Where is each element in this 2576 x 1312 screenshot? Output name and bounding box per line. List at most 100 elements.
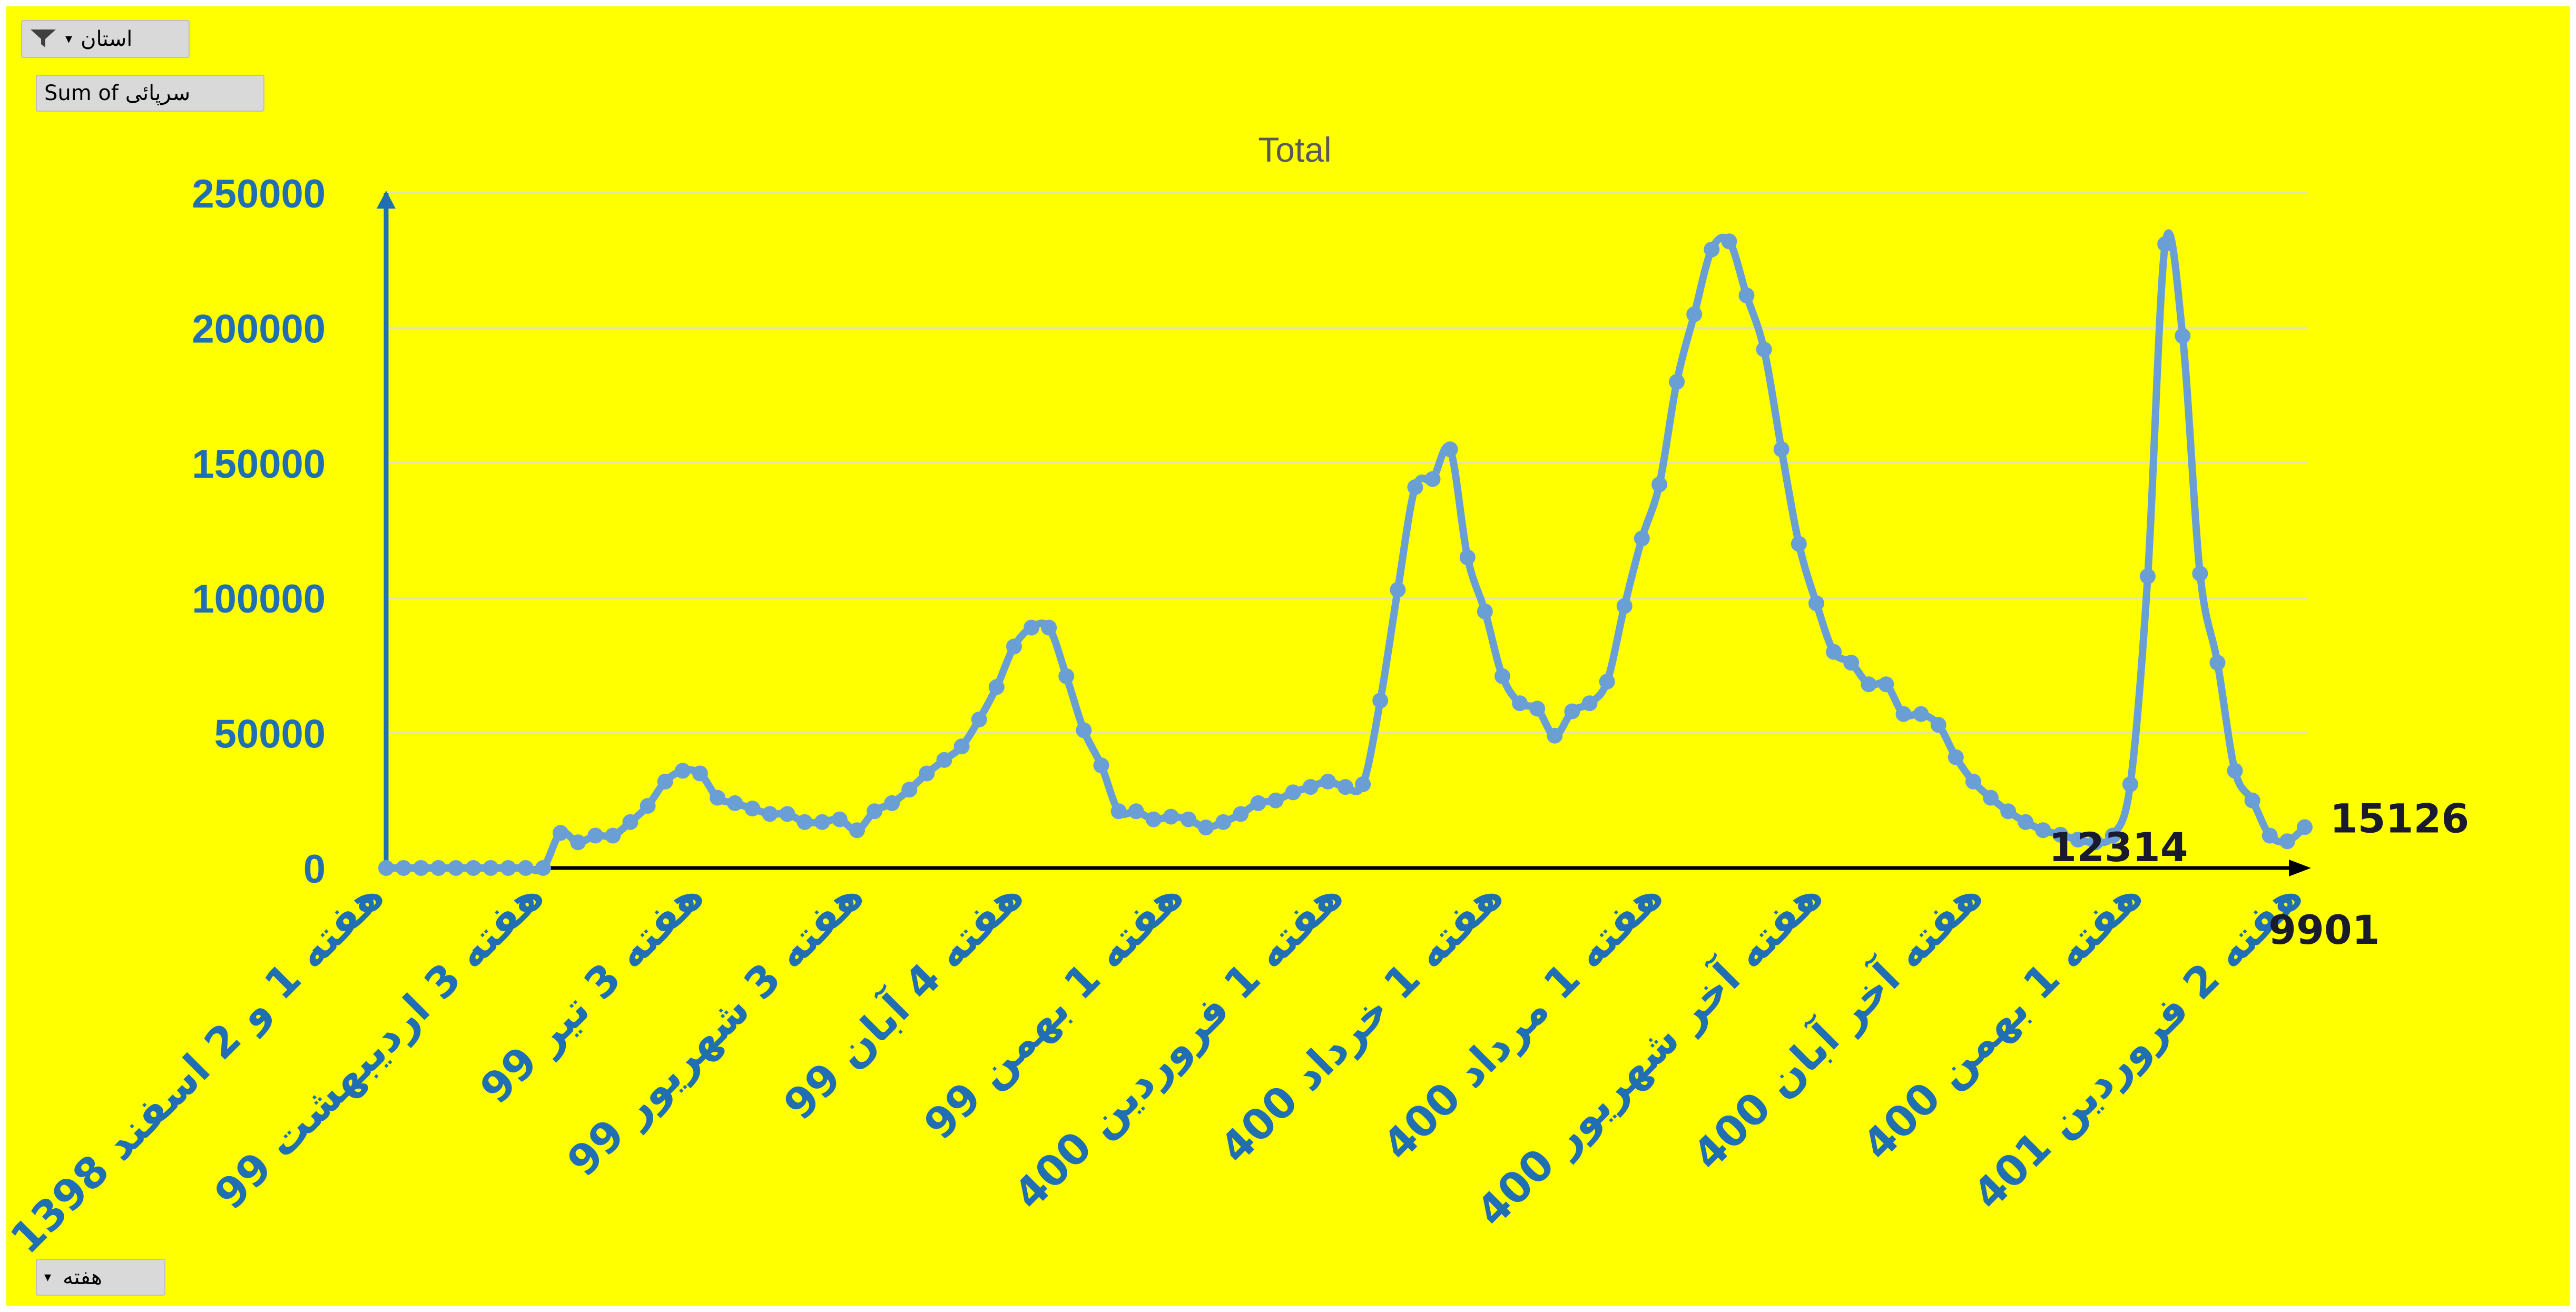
data-point: [1843, 655, 1860, 671]
data-point: [1407, 479, 1423, 495]
data-point: [2279, 833, 2295, 850]
data-point: [1442, 441, 1458, 458]
data-point: [1163, 808, 1179, 825]
data-point: [535, 860, 551, 876]
data-point: [1181, 811, 1197, 827]
data-label: 15126: [2330, 795, 2469, 842]
data-labels: 12314 9901 15126: [2049, 795, 2469, 953]
data-point: [936, 752, 952, 768]
filter-icon: [31, 29, 56, 47]
data-label: 9901: [2268, 906, 2380, 953]
data-point: [378, 860, 394, 876]
data-point: [762, 806, 778, 822]
data-point: [919, 765, 935, 782]
data-point: [692, 765, 708, 782]
data-point: [2209, 655, 2226, 671]
y-tick-label: 50000: [214, 712, 326, 757]
data-point: [1930, 717, 1946, 733]
data-point: [553, 825, 569, 841]
data-point: [2157, 236, 2174, 252]
data-point: [814, 814, 830, 830]
data-point: [884, 795, 900, 811]
data-point: [1145, 811, 1162, 827]
data-point: [1564, 703, 1580, 719]
data-point: [2018, 814, 2034, 830]
data-point: [953, 738, 970, 755]
data-point: [2227, 763, 2243, 779]
data-point: [1686, 306, 1703, 322]
data-point: [500, 860, 516, 876]
data-point: [622, 814, 638, 830]
data-point: [1372, 693, 1389, 709]
filter-field-label: استان: [81, 27, 133, 51]
data-point: [1355, 776, 1371, 793]
data-point: [657, 773, 673, 790]
value-field-label: Sum of سرپائی: [44, 81, 191, 105]
data-point: [1477, 603, 1493, 619]
data-point: [1058, 668, 1075, 684]
data-point: [727, 795, 743, 811]
data-point: [570, 834, 586, 851]
data-point: [1599, 674, 1615, 690]
data-point: [1128, 803, 1144, 820]
data-point: [1895, 706, 1912, 722]
axis-field-button[interactable]: ▾ هفته: [36, 1259, 165, 1296]
data-point: [1285, 784, 1301, 801]
data-point: [2070, 832, 2086, 848]
x-tick-label: هفته 1 بهمن 400: [1853, 871, 2152, 1170]
data-point: [1704, 241, 1720, 258]
x-tick-label: هفته 1 مرداد 400: [1373, 871, 1673, 1170]
data-point: [1616, 598, 1633, 614]
data-point: [1093, 757, 1109, 774]
data-point: [1338, 779, 1353, 795]
data-point: [2297, 819, 2313, 835]
data-point: [465, 860, 481, 876]
y-tick-label: 150000: [192, 442, 326, 487]
data-point: [605, 827, 621, 844]
data-point: [2105, 827, 2121, 844]
data-point: [1233, 806, 1249, 822]
data-point: [1267, 792, 1284, 808]
data-point: [2175, 328, 2191, 344]
data-point: [1773, 441, 1790, 458]
value-field-button[interactable]: Sum of سرپائی: [36, 75, 264, 112]
data-point: [1512, 695, 1528, 712]
data-point: [1041, 619, 1057, 636]
data-point: [2000, 803, 2017, 820]
data-point: [1024, 619, 1040, 636]
data-point: [2140, 568, 2156, 585]
data-point: [1721, 233, 1737, 250]
data-point: [1756, 341, 1772, 358]
data-point: [1494, 668, 1510, 684]
data-point: [674, 763, 691, 779]
data-point: [1791, 536, 1807, 552]
y-tick-label: 100000: [192, 577, 326, 622]
data-point: [1965, 773, 1981, 790]
data-label: 12314: [2049, 824, 2188, 871]
data-point: [1006, 638, 1022, 655]
data-point: [2244, 792, 2260, 808]
data-point: [1634, 530, 1650, 547]
data-point: [1547, 727, 1563, 744]
data-point: [1983, 790, 1999, 806]
data-point: [2052, 826, 2069, 843]
y-tick-labels: 0 50000 100000 150000 200000 250000: [192, 172, 326, 892]
data-point: [2122, 776, 2138, 793]
data-point: [396, 860, 412, 876]
data-point: [1198, 820, 1214, 836]
data-point: [517, 860, 534, 876]
data-point: [448, 860, 464, 876]
axis-field-label: هفته: [63, 1265, 102, 1289]
data-point: [640, 798, 656, 814]
x-axis-arrow: [2289, 860, 2311, 876]
x-tick-label: هفته 3 شهریور 99: [558, 871, 873, 1186]
data-point: [710, 790, 726, 806]
chart-title: Total: [1258, 130, 1331, 169]
data-point: [988, 679, 1005, 695]
data-point: [587, 827, 604, 844]
y-tick-label: 200000: [192, 307, 326, 351]
filter-field-button[interactable]: ▾ استان: [21, 20, 190, 58]
data-point: [1110, 803, 1127, 820]
